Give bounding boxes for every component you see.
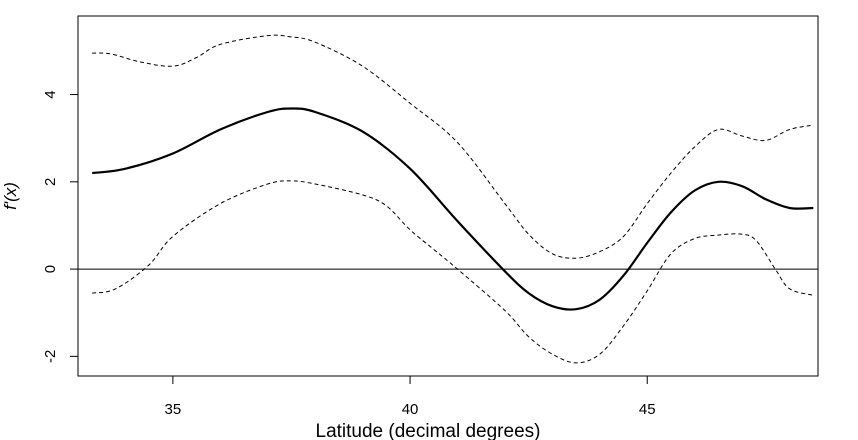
y-axis: -2 0 2 4 (42, 90, 78, 363)
x-tick-label: 45 (639, 401, 656, 418)
plot-frame (77, 15, 819, 377)
series-line-estimate (92, 107, 814, 311)
y-tick-label: 4 (42, 90, 59, 98)
x-axis: 35 40 45 (165, 376, 656, 418)
series-layer (92, 34, 814, 364)
series-line-lower-bound (92, 180, 814, 364)
series-line-upper-bound (92, 34, 814, 259)
y-tick-label: 0 (42, 265, 59, 273)
y-axis-title: f'(x) (1, 182, 20, 210)
x-axis-title: Latitude (decimal degrees) (316, 421, 541, 440)
x-tick-label: 35 (165, 401, 182, 418)
y-tick-label: 2 (42, 178, 59, 186)
y-tick-label: -2 (42, 350, 59, 363)
x-tick-label: 40 (402, 401, 419, 418)
